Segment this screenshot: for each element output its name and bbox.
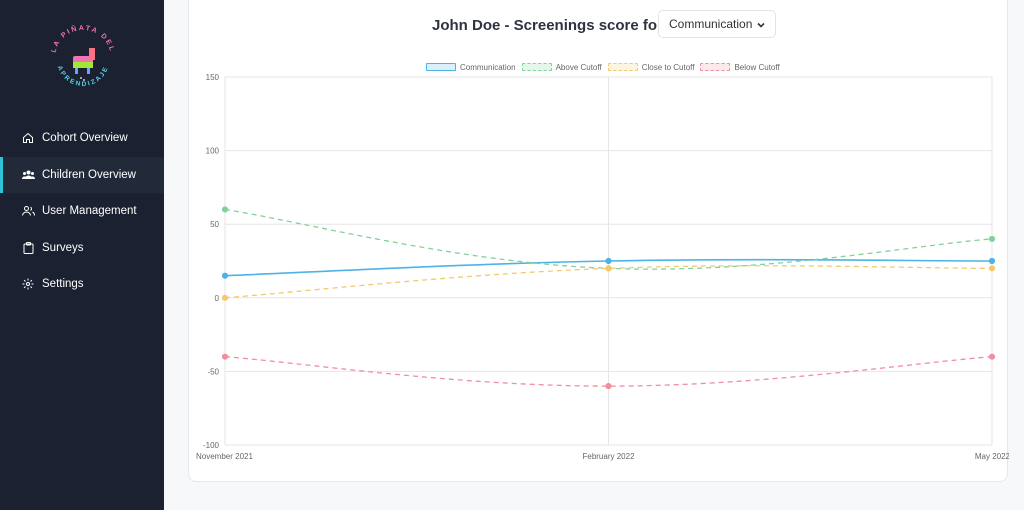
data-point — [605, 265, 612, 272]
data-point — [221, 272, 229, 279]
y-tick-label: -100 — [203, 441, 220, 450]
data-point — [221, 294, 229, 301]
screening-line-chart: 150 100 50 0 -50 -100 November 2021 February 20… — [196, 73, 1009, 461]
chart-legend: Communication Above Cutoff Close to Cutoff… — [426, 60, 786, 74]
sidebar-item-label: Settings — [42, 278, 84, 291]
legend-item[interactable]: Below Cutoff — [700, 62, 780, 72]
legend-item[interactable]: Close to Cutoff — [607, 62, 695, 72]
user-group-icon — [20, 203, 36, 219]
legend-swatch — [521, 63, 552, 71]
logo-text-top: LA PIÑATA DEL — [50, 23, 113, 53]
series-line-close-to-cutoff — [224, 265, 993, 299]
data-point — [988, 257, 996, 265]
pinata-icon — [73, 48, 95, 81]
gear-icon — [20, 276, 36, 292]
domain-select-value: Communication — [669, 17, 753, 31]
data-point — [221, 206, 229, 213]
sidebar-item-cohort-overview[interactable]: Cohort Overview — [0, 120, 164, 157]
users-icon — [20, 167, 36, 183]
data-point — [221, 353, 229, 360]
brand-logo[interactable]: LA PIÑATA DEL APRENDIZAJE — [45, 20, 121, 96]
legend-label: Below Cutoff — [734, 62, 780, 72]
chart-header: John Doe - Screenings score for Communic… — [189, 10, 1007, 42]
svg-text:LA PIÑATA DEL: LA PIÑATA DEL — [50, 23, 115, 53]
series-line-below-cutoff — [224, 356, 993, 387]
data-point — [988, 353, 996, 360]
sidebar-item-label: User Management — [42, 205, 137, 218]
legend-label: Above Cutoff — [555, 62, 602, 72]
legend-label: Close to Cutoff — [641, 62, 695, 72]
sidebar-nav: Cohort Overview Children Overview User M… — [0, 120, 164, 303]
data-point — [988, 235, 996, 243]
svg-text:APRENDIZAJE: APRENDIZAJE — [56, 65, 110, 88]
screening-chart-card: John Doe - Screenings score for Communic… — [188, 0, 1009, 482]
y-tick-label: 150 — [206, 73, 220, 82]
sidebar-item-surveys[interactable]: Surveys — [0, 230, 164, 267]
sidebar-item-label: Surveys — [42, 241, 84, 254]
home-icon — [20, 130, 36, 146]
sidebar-item-label: Cohort Overview — [42, 132, 128, 145]
sidebar: LA PIÑATA DEL APRENDIZAJE — [0, 0, 164, 510]
x-tick-label: February 2022 — [582, 452, 635, 461]
y-tick-label: -50 — [207, 367, 219, 376]
legend-swatch — [700, 63, 731, 71]
legend-swatch — [426, 63, 456, 71]
clipboard-icon — [20, 240, 36, 256]
legend-item[interactable]: Communication — [426, 63, 516, 72]
x-tick-label: May 2022 — [975, 452, 1009, 461]
x-tick-label: November 2021 — [196, 452, 253, 461]
data-point — [605, 383, 612, 390]
sidebar-item-children-overview[interactable]: Children Overview — [0, 156, 164, 193]
main-content: John Doe - Screenings score for Communic… — [164, 0, 1024, 510]
sidebar-item-settings[interactable]: Settings — [0, 266, 164, 303]
page-title: John Doe - Screenings score for — [432, 17, 663, 34]
data-point — [988, 265, 996, 272]
legend-swatch — [607, 63, 638, 71]
y-tick-label: 50 — [210, 220, 219, 229]
sidebar-item-label: Children Overview — [42, 168, 136, 181]
sidebar-item-user-management[interactable]: User Management — [0, 193, 164, 230]
domain-select[interactable]: Communication — [658, 10, 776, 38]
legend-label: Communication — [460, 62, 516, 72]
legend-item[interactable]: Above Cutoff — [521, 62, 602, 72]
y-tick-label: 0 — [215, 294, 220, 303]
chevron-down-icon — [756, 19, 766, 33]
logo-text-bottom: APRENDIZAJE — [56, 65, 108, 88]
y-tick-label: 100 — [206, 147, 220, 156]
data-point — [605, 257, 612, 265]
